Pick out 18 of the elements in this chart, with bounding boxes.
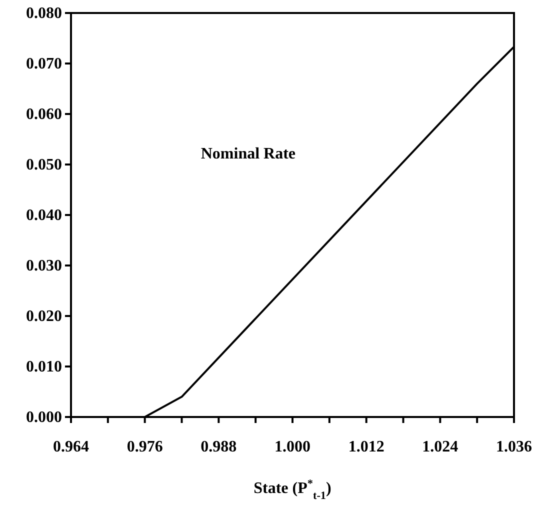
x-tick-label: 1.012 bbox=[348, 438, 384, 456]
y-tick-label: 0.030 bbox=[26, 258, 62, 275]
x-tick-label: 0.964 bbox=[53, 438, 89, 456]
x-tick-label: 0.976 bbox=[126, 438, 163, 456]
x-tick-label: 0.988 bbox=[200, 438, 237, 456]
y-tick-label: 0.050 bbox=[26, 156, 62, 174]
y-tick-label: 0.020 bbox=[26, 308, 62, 326]
x-tick-label: 1.024 bbox=[422, 438, 458, 456]
x-tick-label: 1.036 bbox=[496, 438, 532, 456]
x-tick-label: 1.000 bbox=[274, 438, 310, 456]
y-tick-label: 0.060 bbox=[26, 106, 62, 124]
y-tick-label: 0.040 bbox=[26, 207, 62, 224]
y-tick-label: 0.080 bbox=[26, 5, 62, 22]
y-tick-label: 0.070 bbox=[26, 56, 62, 73]
y-tick-label: 0.010 bbox=[26, 358, 62, 376]
text: Nominal Rate bbox=[200, 145, 296, 162]
y-tick-label: 0.000 bbox=[26, 409, 62, 426]
x-axis-title: State (P$^{*}$$_{t-1}$) bbox=[254, 478, 332, 502]
